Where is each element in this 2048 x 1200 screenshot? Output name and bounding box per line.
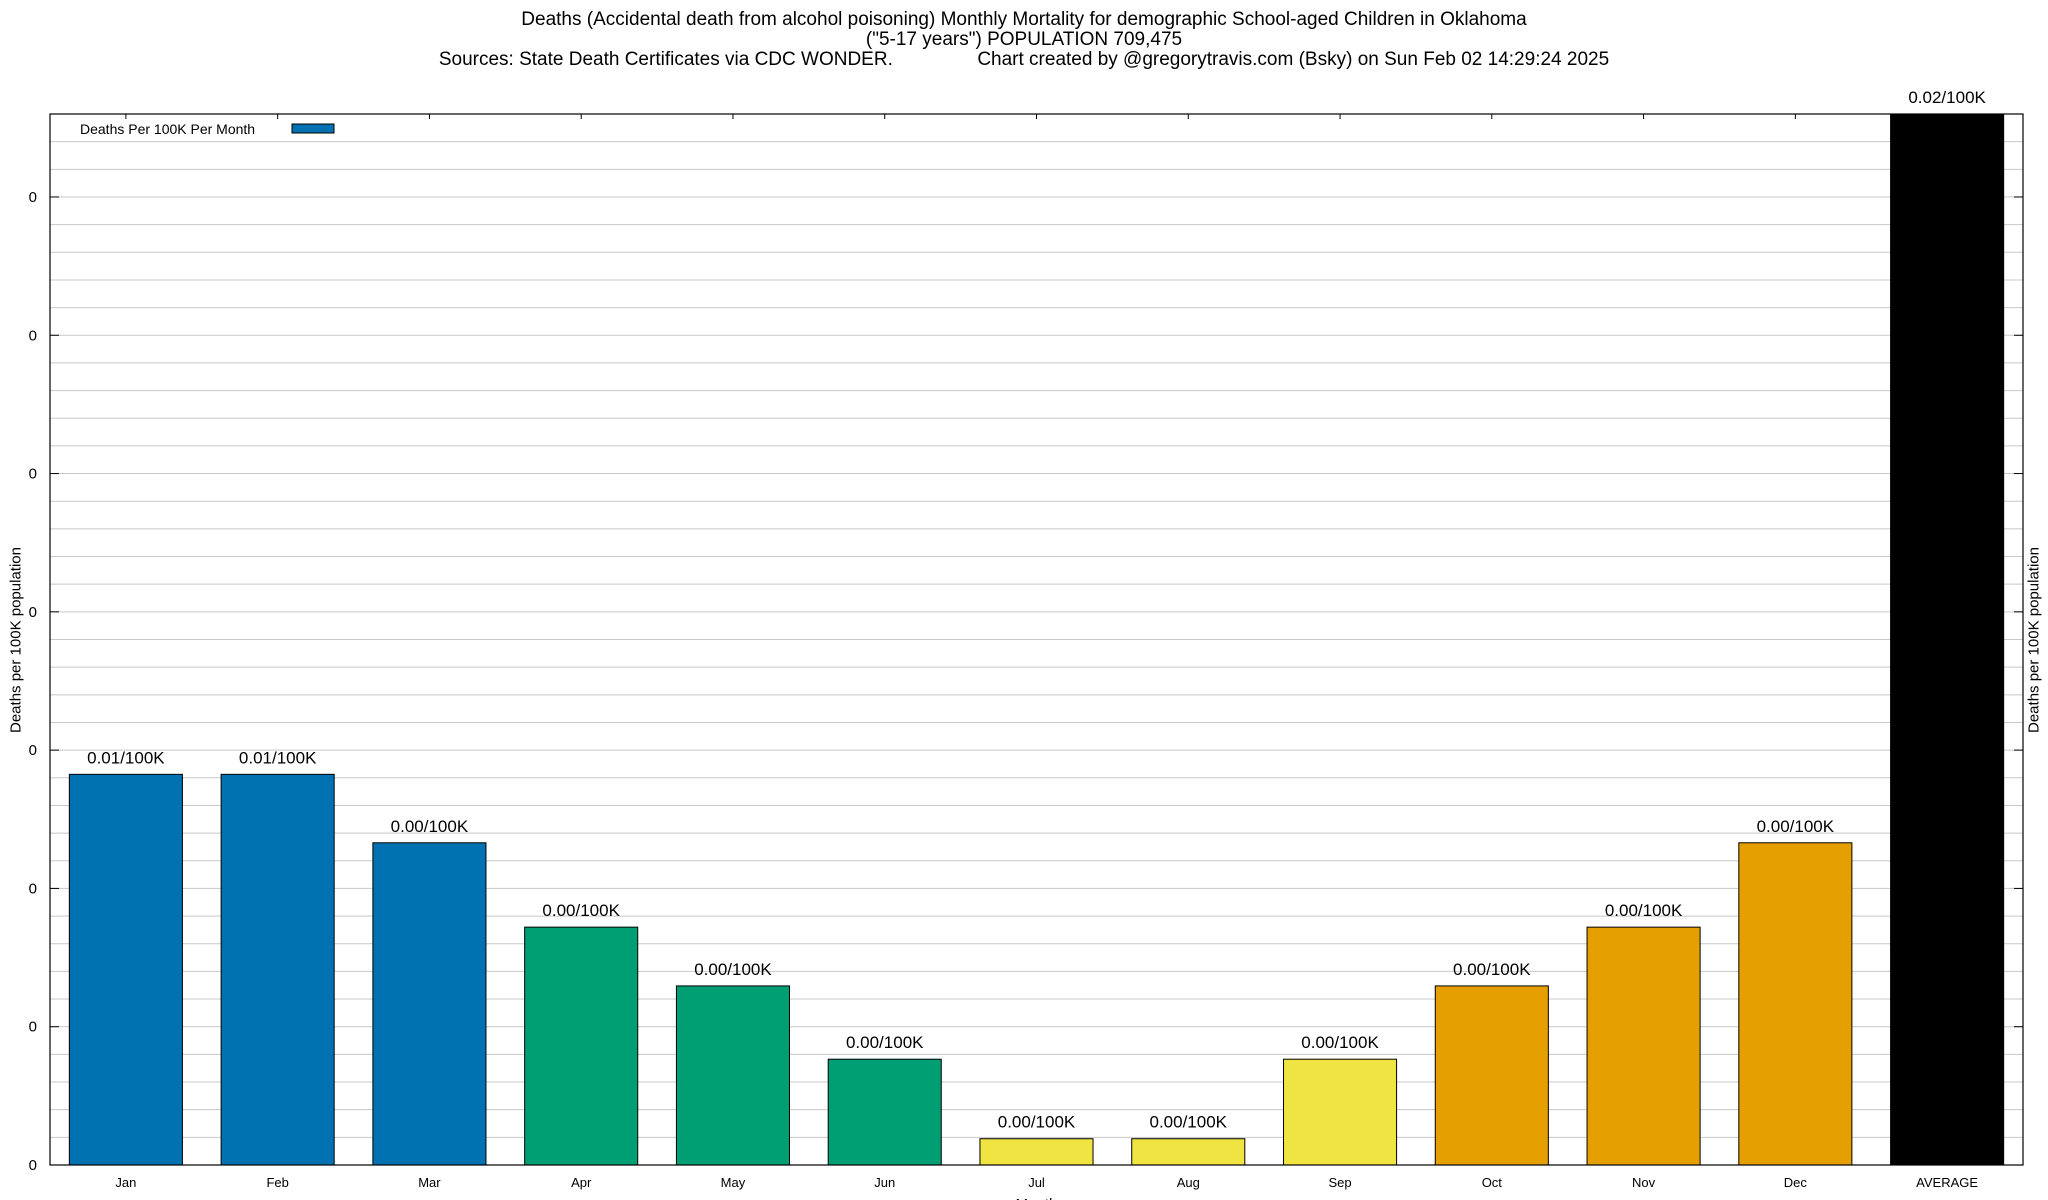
- bar-oct: [1434, 985, 1549, 1166]
- x-tick-label: Mar: [418, 1175, 441, 1190]
- bar-sep: [1283, 1058, 1398, 1166]
- bar-data-label: 0.00/100K: [694, 960, 772, 979]
- bar-data-label: 0.00/100K: [1757, 817, 1835, 836]
- bar-mar: [372, 842, 487, 1166]
- x-tick-label: Dec: [1784, 1175, 1808, 1190]
- bar-data-label: 0.00/100K: [1453, 960, 1531, 979]
- x-tick-label: Feb: [266, 1175, 288, 1190]
- bar-data-label: 0.00/100K: [391, 817, 469, 836]
- bar-data-label: 0.01/100K: [87, 748, 165, 767]
- bar-average: [1890, 113, 2005, 1166]
- x-tick-label: Nov: [1632, 1175, 1656, 1190]
- bar-jan: [68, 773, 183, 1166]
- x-axis-label: Month: [1016, 1196, 1058, 1200]
- x-tick-label: Sep: [1328, 1175, 1351, 1190]
- chart-source-line: Sources: State Death Certificates via CD…: [438, 49, 1610, 70]
- bar-data-label: 0.00/100K: [1301, 1033, 1379, 1052]
- y-axis-label-right: Deaths per 100K population: [2025, 547, 2043, 733]
- bar-aug: [1131, 1138, 1246, 1166]
- bar-feb: [220, 773, 335, 1166]
- x-tick-label: Jun: [874, 1175, 895, 1190]
- bar-apr: [524, 926, 639, 1166]
- chart-subtitle: ("5-17 years") POPULATION 709,475: [865, 29, 1183, 50]
- bar-data-label: 0.00/100K: [1150, 1113, 1228, 1132]
- y-tick-label: 0: [29, 466, 37, 483]
- x-tick-label: AVERAGE: [1916, 1175, 1978, 1190]
- legend-swatch: [291, 123, 335, 134]
- y-tick-label: 0: [29, 189, 37, 206]
- y-tick-label: 0: [29, 880, 37, 897]
- legend-label: Deaths Per 100K Per Month: [80, 121, 255, 137]
- x-tick-label: Jan: [115, 1175, 136, 1190]
- bar-may: [675, 985, 790, 1166]
- y-tick-label: 0: [29, 742, 37, 759]
- y-axis-label: Deaths per 100K population: [7, 547, 25, 733]
- y-tick-label: 0: [29, 327, 37, 344]
- chart-title-block: Deaths (Accidental death from alcohol po…: [0, 10, 2048, 70]
- y-tick-label: 0: [29, 1019, 37, 1036]
- bar-dec: [1738, 842, 1853, 1166]
- y-tick-label: 0: [29, 1157, 37, 1174]
- chart-title: Deaths (Accidental death from alcohol po…: [521, 9, 1527, 30]
- x-tick-label: Oct: [1482, 1175, 1503, 1190]
- bar-data-label: 0.01/100K: [239, 748, 317, 767]
- x-tick-label: May: [721, 1175, 746, 1190]
- bar-data-label: 0.00/100K: [542, 901, 620, 920]
- bar-data-label: 0.00/100K: [998, 1113, 1076, 1132]
- bar-data-label: 0.02/100K: [1908, 88, 1986, 107]
- y-tick-label: 0: [29, 604, 37, 621]
- bar-jul: [979, 1138, 1094, 1166]
- x-tick-label: Jul: [1028, 1175, 1045, 1190]
- x-tick-label: Apr: [571, 1175, 592, 1190]
- bar-data-label: 0.00/100K: [846, 1033, 924, 1052]
- bar-jun: [827, 1058, 942, 1166]
- plot-frame: [49, 113, 2024, 1166]
- bar-data-label: 0.00/100K: [1605, 901, 1683, 920]
- bar-nov: [1586, 926, 1701, 1166]
- x-tick-label: Aug: [1177, 1175, 1200, 1190]
